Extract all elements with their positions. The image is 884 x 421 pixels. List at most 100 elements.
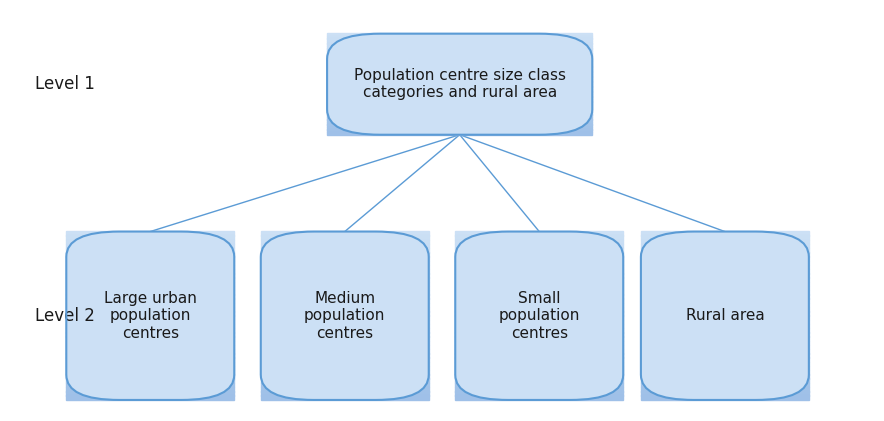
Bar	[66, 357, 234, 362]
Bar	[261, 244, 429, 248]
Bar	[66, 362, 234, 366]
Bar	[66, 282, 234, 286]
Bar	[641, 320, 809, 324]
Bar	[261, 277, 429, 282]
Bar	[641, 261, 809, 265]
Bar	[641, 235, 809, 240]
Bar	[455, 298, 623, 303]
FancyBboxPatch shape	[261, 232, 429, 400]
Bar	[66, 332, 234, 337]
Bar	[327, 124, 592, 127]
Bar	[455, 261, 623, 265]
Bar	[327, 86, 592, 89]
Bar	[66, 244, 234, 248]
Bar	[261, 303, 429, 307]
Bar	[66, 311, 234, 316]
Bar	[66, 349, 234, 354]
Bar	[327, 76, 592, 79]
Bar	[327, 51, 592, 54]
Bar	[641, 383, 809, 387]
Bar	[327, 81, 592, 84]
Bar	[455, 366, 623, 370]
Bar	[641, 277, 809, 282]
Bar	[261, 328, 429, 333]
Bar	[455, 349, 623, 354]
Bar	[641, 303, 809, 307]
Bar	[261, 265, 429, 269]
Bar	[641, 328, 809, 333]
Text: Medium
population
centres: Medium population centres	[304, 291, 385, 341]
Bar	[327, 119, 592, 122]
Bar	[641, 362, 809, 366]
Bar	[327, 43, 592, 46]
Bar	[455, 235, 623, 240]
Bar	[455, 265, 623, 269]
Bar	[66, 324, 234, 328]
Bar	[66, 294, 234, 299]
Bar	[641, 290, 809, 295]
Bar	[66, 286, 234, 290]
Bar	[261, 383, 429, 387]
Bar	[261, 273, 429, 278]
Bar	[327, 107, 592, 109]
Bar	[261, 357, 429, 362]
Bar	[261, 370, 429, 375]
Bar	[641, 378, 809, 383]
Bar	[261, 261, 429, 265]
Bar	[641, 395, 809, 400]
Bar	[261, 294, 429, 299]
Bar	[327, 96, 592, 99]
Bar	[455, 294, 623, 299]
Bar	[261, 252, 429, 257]
Bar	[66, 387, 234, 392]
Bar	[261, 315, 429, 320]
Bar	[66, 378, 234, 383]
Bar	[261, 298, 429, 303]
Bar	[261, 362, 429, 366]
Bar	[327, 74, 592, 77]
Bar	[455, 345, 623, 349]
Bar	[327, 48, 592, 51]
Bar	[261, 387, 429, 392]
Bar	[641, 231, 809, 236]
Bar	[641, 315, 809, 320]
Bar	[327, 117, 592, 120]
Text: Rural area: Rural area	[685, 308, 765, 323]
Bar	[327, 94, 592, 97]
Bar	[641, 265, 809, 269]
Bar	[455, 252, 623, 257]
Bar	[66, 366, 234, 370]
Bar	[455, 320, 623, 324]
Bar	[66, 273, 234, 278]
Bar	[261, 256, 429, 261]
Text: Large urban
population
centres: Large urban population centres	[103, 291, 197, 341]
Bar	[455, 395, 623, 400]
Bar	[641, 374, 809, 379]
Bar	[66, 277, 234, 282]
Bar	[641, 345, 809, 349]
Bar	[66, 298, 234, 303]
Bar	[261, 231, 429, 236]
Bar	[641, 387, 809, 392]
Text: Small
population
centres: Small population centres	[499, 291, 580, 341]
Bar	[261, 286, 429, 290]
Bar	[641, 370, 809, 375]
Bar	[261, 395, 429, 400]
Bar	[66, 315, 234, 320]
Bar	[455, 353, 623, 358]
Bar	[66, 370, 234, 375]
Bar	[455, 336, 623, 341]
Bar	[327, 71, 592, 74]
Bar	[261, 391, 429, 396]
Bar	[66, 269, 234, 274]
Bar	[66, 336, 234, 341]
Bar	[327, 91, 592, 94]
Bar	[455, 387, 623, 392]
Bar	[455, 341, 623, 345]
Bar	[455, 332, 623, 337]
Bar	[261, 353, 429, 358]
Bar	[66, 235, 234, 240]
Bar	[641, 298, 809, 303]
FancyBboxPatch shape	[641, 232, 809, 400]
Bar	[261, 248, 429, 253]
